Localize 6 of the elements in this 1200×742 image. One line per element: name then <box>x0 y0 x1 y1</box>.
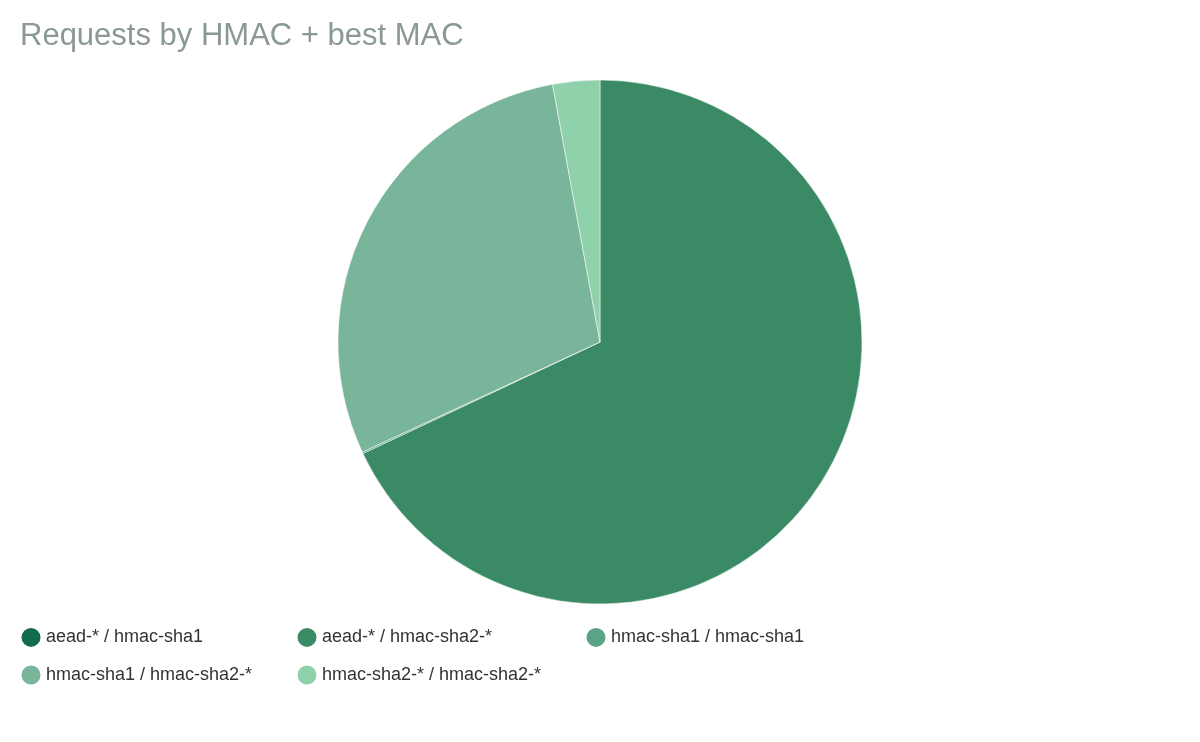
legend-label: hmac-sha2-* / hmac-sha2-* <box>322 664 542 684</box>
chart-title: Requests by HMAC + best MAC <box>20 17 464 52</box>
legend-label: hmac-sha1 / hmac-sha2-* <box>46 664 253 684</box>
legend-label: hmac-sha1 / hmac-sha1 <box>611 626 805 647</box>
legend-label: aead-* / hmac-sha1 <box>46 626 204 647</box>
legend-label: aead-* / hmac-sha2-* <box>322 626 493 647</box>
